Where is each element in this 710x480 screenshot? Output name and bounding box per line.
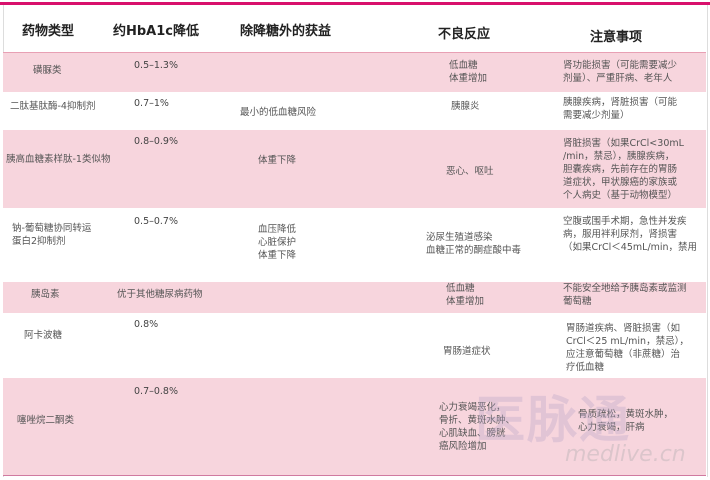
cell-caution: 肾脏损害（如果CrCl<30mL /min，禁忌），胰腺疾病， 胆囊疾病，先前存… [563,138,684,201]
header-adverse: 不良反应 [438,27,491,42]
cell-hba1c: 0.7–1% [134,98,169,109]
cell-benefit: 血压降低 心脏保护 体重下降 [258,224,297,261]
table-row: 胰高血糖素样肽-1类似物 0.8–0.9% 体重下降 恶心、呕吐 肾脏损害（如果… [3,130,706,208]
cell-caution: 胰腺疾病，肾脏损害（可能 需要减少剂量） [563,97,678,121]
cell-drug: 胰高血糖素样肽-1类似物 [6,154,111,165]
top-accent-bar [0,2,710,5]
cell-adverse: 低血糖 体重增加 [446,283,485,307]
table-row: 二肽基肽酶-4抑制剂 0.7–1% 最小的低血糖风险 胰腺炎 胰腺疾病，肾脏损害… [3,92,706,130]
table-row: 钠-葡萄糖协同转运 蛋白2抑制剂 0.5–0.7% 血压降低 心脏保护 体重下降… [3,208,706,282]
cell-caution: 胃肠道疾病、肾脏损害（如 CrCl＜25 mL/min，禁忌）， 应注意葡萄糖（… [566,323,689,373]
header-caution: 注意事项 [590,30,643,45]
cell-adverse: 泌尿生殖道感染 血糖正常的酮症酸中毒 [426,232,522,256]
cell-hba1c: 0.5–1.3% [134,60,178,71]
cell-hba1c: 0.8% [134,319,159,330]
header-drug-type: 药物类型 [22,24,75,39]
cell-drug: 噻唑烷二酮类 [17,415,75,426]
cell-drug: 阿卡波糖 [24,330,63,341]
cell-hba1c: 优于其他糖尿病药物 [117,289,203,300]
cell-adverse: 恶心、呕吐 [446,166,494,177]
header-hba1c: 约HbA1c降低 [113,24,199,39]
table-row: 磺脲类 0.5–1.3% 低血糖 体重增加 肾功能损害（可能需要减少 剂量）、严… [3,52,706,93]
cell-adverse: 心力衰竭恶化， 骨折、黄斑水肿、 心肌缺血、膀胱 癌风险增加 [439,402,516,452]
cell-hba1c: 0.7–0.8% [134,386,178,397]
cell-caution: 空腹或围手术期，急性并发疾 病，服用袢利尿剂，肾损害 （如果CrCl＜45mL/… [563,216,698,253]
cell-benefit: 体重下降 [258,155,297,166]
cell-adverse: 低血糖 体重增加 [449,60,488,84]
cell-caution: 不能安全地给予胰岛素或监测 葡萄糖 [563,283,687,307]
table-row: 胰岛素 优于其他糖尿病药物 低血糖 体重增加 不能安全地给予胰岛素或监测 葡萄糖 [3,282,706,313]
cell-drug: 钠-葡萄糖协同转运 蛋白2抑制剂 [12,223,92,247]
cell-hba1c: 0.8–0.9% [134,136,178,147]
header-benefit: 除降糖外的获益 [240,24,332,39]
cell-adverse: 胃肠道症状 [443,346,491,357]
table-bottom-border [3,475,706,476]
cell-drug: 磺脲类 [33,65,62,76]
cell-caution: 肾功能损害（可能需要减少 剂量）、严重肝病、老年人 [563,60,678,84]
cell-benefit: 最小的低血糖风险 [240,107,317,118]
cell-hba1c: 0.5–0.7% [134,216,178,227]
cell-drug: 胰岛素 [31,289,60,300]
cell-adverse: 胰腺炎 [451,101,480,112]
table-row: 阿卡波糖 0.8% 胃肠道症状 胃肠道疾病、肾脏损害（如 CrCl＜25 mL/… [3,313,706,378]
table-row: 噻唑烷二酮类 0.7–0.8% 心力衰竭恶化， 骨折、黄斑水肿、 心肌缺血、膀胱… [3,378,706,475]
cell-drug: 二肽基肽酶-4抑制剂 [10,101,96,112]
cell-caution: 骨质疏松，黄斑水肿， 心力衰竭，肝病 [578,409,674,433]
